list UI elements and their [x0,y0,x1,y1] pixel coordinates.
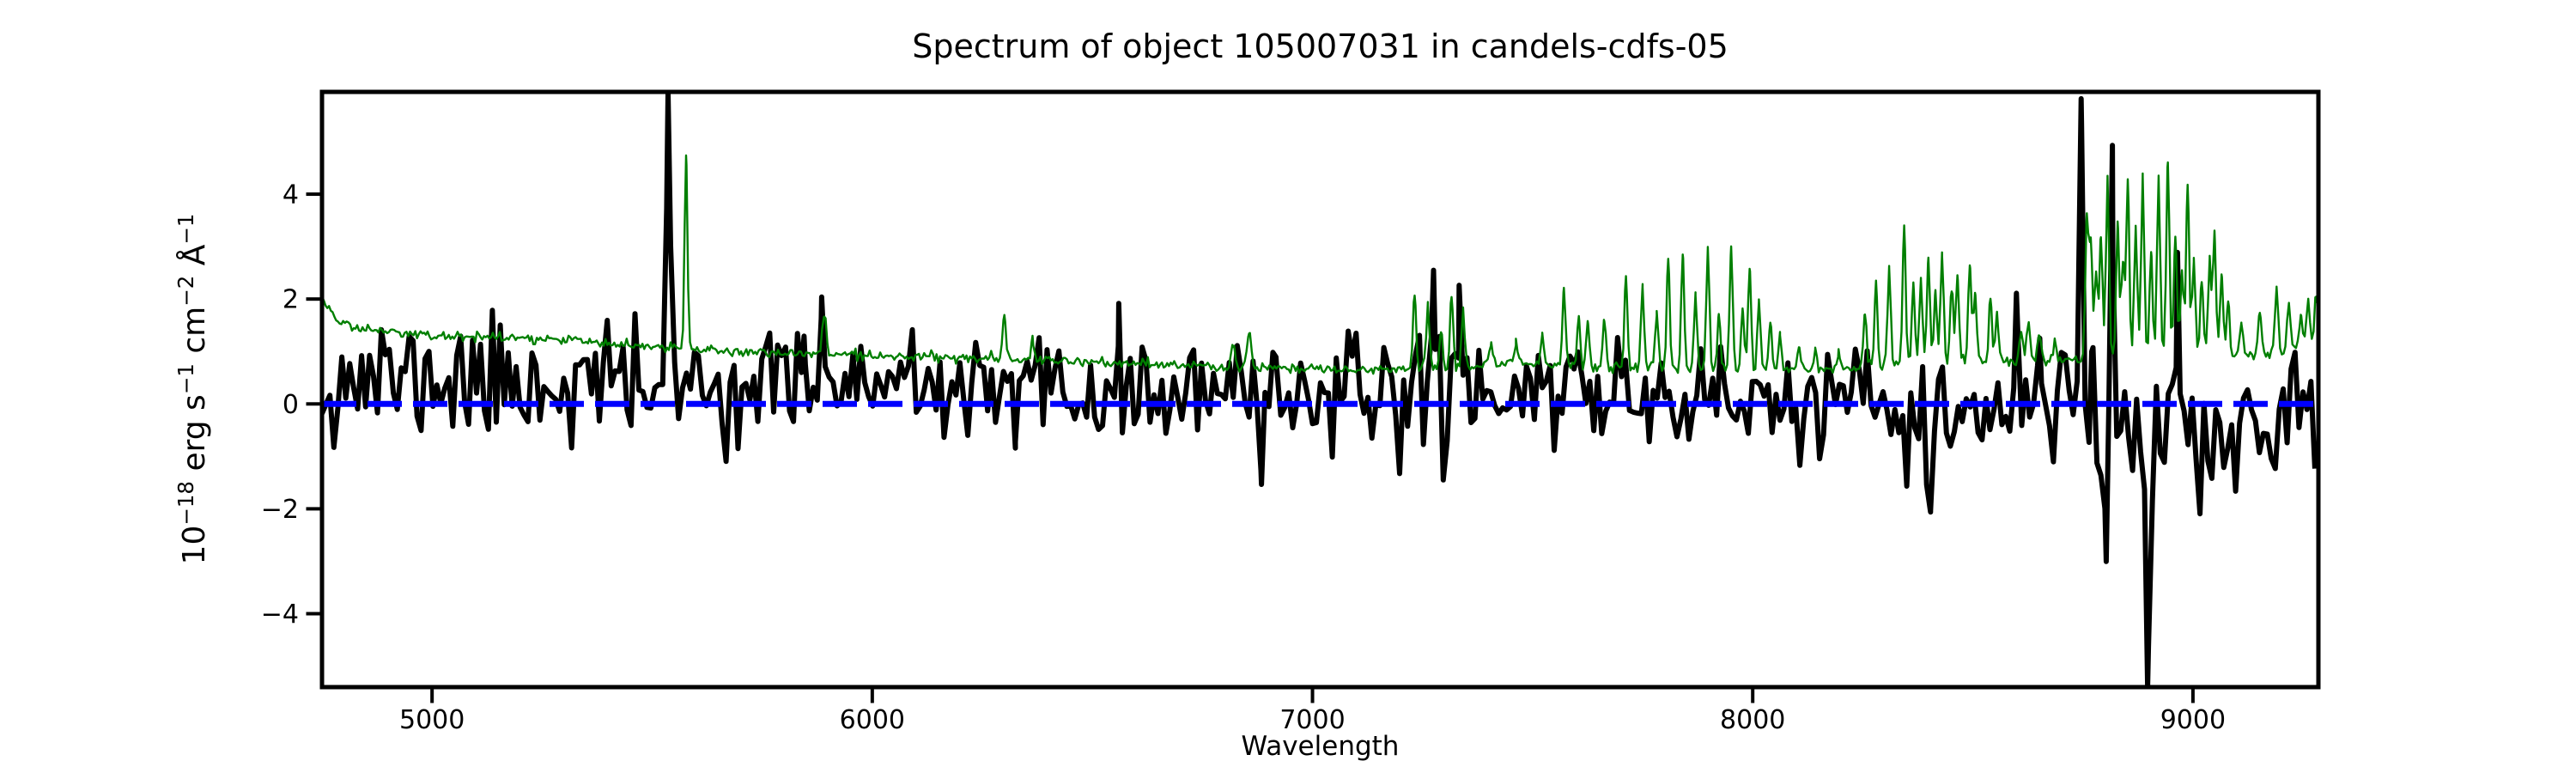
y-axis-label-text: 10 [177,525,213,565]
y-tick-label: −4 [261,600,299,630]
x-tick-label: 7000 [1279,705,1345,735]
y-axis-label-text: cm [177,306,213,364]
y-axis-label-text: Å [177,244,213,276]
chart-title: Spectrum of object 105007031 in candels-… [912,27,1728,65]
y-axis-label-superscript: −2 [173,275,198,307]
noise-spectrum-line [322,154,2318,375]
axes-spines [319,89,2321,690]
y-axis-label-superscript: −18 [173,480,198,526]
y-tick-label: 0 [283,390,299,420]
observed-flux-line [322,92,2318,687]
y-tick-label: 2 [283,285,299,315]
x-tick-label: 9000 [2160,705,2226,735]
y-axis-label: 10−18 erg s−1 cm−2 Å−1 [169,214,212,565]
x-axis-label: Wavelength [1241,731,1400,762]
y-tick-label: 4 [283,180,299,210]
y-axis-label-text: erg s [177,394,213,481]
x-tick-label: 5000 [399,705,465,735]
y-axis-label-superscript: −1 [173,363,198,395]
y-axis-label-superscript: −1 [173,213,198,245]
x-tick-label: 8000 [1720,705,1785,735]
x-tick-label: 6000 [840,705,905,735]
y-tick-label: −2 [261,495,299,525]
